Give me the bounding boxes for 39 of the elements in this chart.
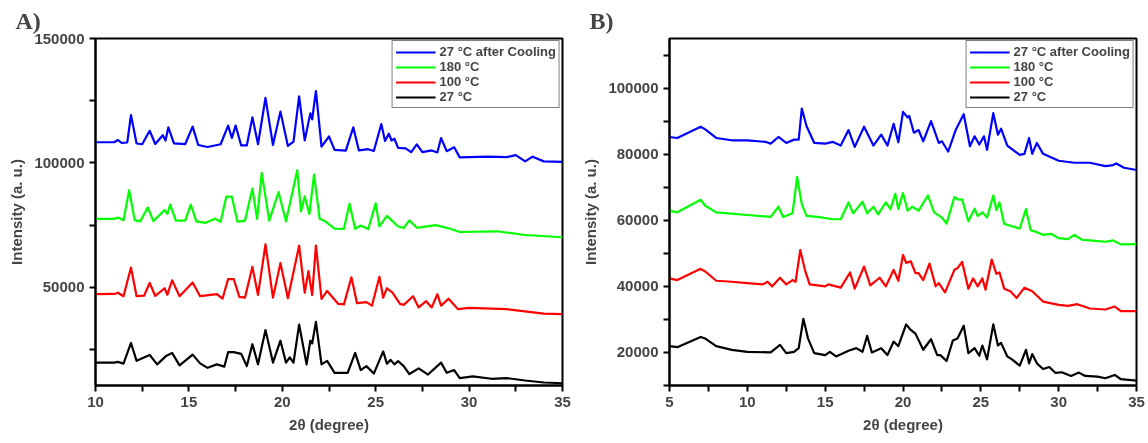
x-tick-label: 5 [665, 392, 674, 410]
legend-label: 27 °C [439, 89, 473, 104]
y-tick-label: 80000 [616, 145, 659, 163]
y-tick-label: 20000 [616, 343, 659, 361]
x-axis-title: 2θ (degree) [289, 415, 369, 433]
x-tick-label: 30 [1050, 392, 1068, 410]
line-series [95, 169, 563, 239]
x-tick-label: 20 [894, 392, 912, 410]
y-tick-label: 100000 [34, 153, 85, 171]
x-tick-label: 10 [738, 392, 756, 410]
line-series [95, 89, 563, 163]
y-tick-label: 60000 [616, 211, 659, 229]
y-tick-label: 50000 [42, 278, 85, 296]
legend-label: 27 °C after Cooling [1013, 44, 1130, 59]
x-tick-label: 15 [816, 392, 834, 410]
legend-label: 180 °C [439, 59, 480, 74]
line-series [669, 248, 1137, 313]
legend-label: 100 °C [439, 74, 480, 89]
line-series [95, 243, 563, 316]
x-tick-label: 35 [554, 392, 571, 410]
line-series [669, 175, 1137, 246]
x-tick-label: 10 [87, 392, 104, 410]
y-axis-title: Intensity (a. u.) [582, 159, 600, 265]
chart-title: B) [589, 7, 614, 34]
x-tick-label: 30 [460, 392, 478, 410]
x-tick-label: 15 [180, 392, 198, 410]
y-axis-title: Intensity (a. u.) [8, 159, 26, 265]
line-series [669, 107, 1137, 172]
legend-label: 27 °C [1013, 89, 1047, 104]
legend-label: 180 °C [1013, 59, 1054, 74]
y-tick-label: 40000 [616, 277, 659, 295]
x-axis-title: 2θ (degree) [863, 415, 943, 433]
x-tick-label: 20 [273, 392, 291, 410]
x-tick-label: 25 [972, 392, 990, 410]
x-tick-label: 35 [1128, 392, 1145, 410]
legend-label: 100 °C [1013, 74, 1054, 89]
legend-label: 27 °C after Cooling [439, 44, 556, 59]
y-tick-label: 100000 [608, 79, 659, 97]
x-tick-label: 25 [367, 392, 385, 410]
